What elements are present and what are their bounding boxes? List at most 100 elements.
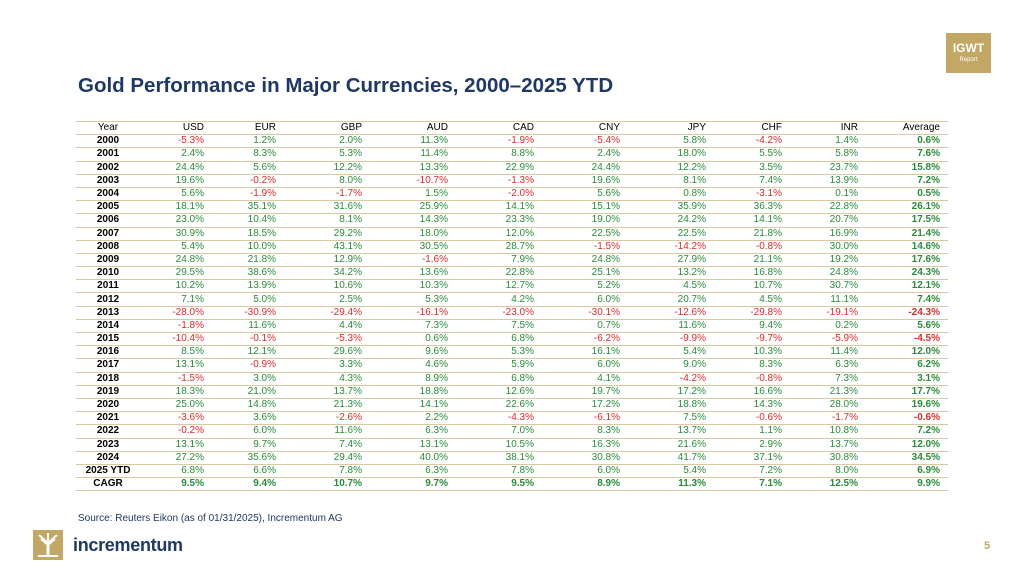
value-cell: 5.4% bbox=[140, 240, 212, 254]
value-cell: 5.6% bbox=[212, 161, 284, 175]
value-cell: 11.4% bbox=[790, 345, 866, 360]
value-cell: -1.9% bbox=[456, 134, 542, 149]
value-cell: -5.3% bbox=[284, 332, 370, 347]
average-cell: 15.8% bbox=[866, 161, 948, 175]
value-cell: -0.8% bbox=[714, 240, 790, 254]
cagr-value: 9.5% bbox=[456, 477, 542, 492]
value-cell: 9.6% bbox=[370, 345, 456, 360]
value-cell: 6.8% bbox=[456, 332, 542, 347]
value-cell: -12.6% bbox=[628, 306, 714, 320]
value-cell: 8.3% bbox=[542, 424, 628, 439]
value-cell: 30.5% bbox=[370, 240, 456, 254]
value-cell: 4.4% bbox=[284, 319, 370, 334]
year-cell: 2007 bbox=[76, 227, 140, 241]
value-cell: 13.3% bbox=[370, 161, 456, 175]
value-cell: -23.0% bbox=[456, 306, 542, 320]
value-cell: -3.6% bbox=[140, 411, 212, 426]
value-cell: 7.5% bbox=[628, 411, 714, 426]
badge-subtitle: Report bbox=[959, 57, 978, 63]
table-row: 2021 -3.6% 3.6% -2.6% 2.2% -4.3% -6.1% 7.5% -0.6… bbox=[76, 411, 948, 426]
value-cell: -1.8% bbox=[140, 319, 212, 334]
value-cell: 15.1% bbox=[542, 200, 628, 215]
average-cell: 6.2% bbox=[866, 358, 948, 373]
value-cell: 37.1% bbox=[714, 451, 790, 465]
value-cell: 4.1% bbox=[542, 372, 628, 386]
table-row: 2020 25.0% 14.8% 21.3% 14.1% 22.6% 17.2% 18.8% 1… bbox=[76, 398, 948, 413]
cagr-value: 9.5% bbox=[140, 477, 212, 492]
value-cell: 21.3% bbox=[284, 398, 370, 413]
value-cell: 19.2% bbox=[790, 253, 866, 268]
brand-wordmark: incrementum bbox=[73, 535, 183, 555]
value-cell: 1.5% bbox=[370, 187, 456, 202]
value-cell: 10.3% bbox=[714, 345, 790, 360]
value-cell: 43.1% bbox=[284, 240, 370, 254]
value-cell: 8.8% bbox=[456, 147, 542, 162]
value-cell: 8.3% bbox=[714, 358, 790, 373]
value-cell: 1.4% bbox=[790, 134, 866, 149]
value-cell: 6.0% bbox=[542, 292, 628, 307]
value-cell: 16.3% bbox=[542, 438, 628, 452]
value-cell: -0.6% bbox=[714, 411, 790, 426]
year-cell: 2000 bbox=[76, 134, 140, 149]
value-cell: 24.4% bbox=[542, 161, 628, 175]
average-cell: 12.1% bbox=[866, 279, 948, 294]
average-cell: 21.4% bbox=[866, 227, 948, 241]
year-cell: 2019 bbox=[76, 385, 140, 399]
value-cell: 14.3% bbox=[370, 213, 456, 228]
value-cell: 30.8% bbox=[790, 451, 866, 465]
value-cell: 22.8% bbox=[790, 200, 866, 215]
column-header: USD bbox=[140, 120, 212, 136]
table-row: 2016 8.5% 12.1% 29.6% 9.6% 5.3% 16.1% 5.4% 10.3%… bbox=[76, 345, 948, 360]
value-cell: 4.5% bbox=[714, 292, 790, 307]
year-cell: 2010 bbox=[76, 266, 140, 281]
page-number: 5 bbox=[984, 540, 991, 552]
value-cell: -6.2% bbox=[542, 332, 628, 347]
cagr-value: 12.5% bbox=[790, 477, 866, 492]
value-cell: 10.6% bbox=[284, 279, 370, 294]
value-cell: 34.2% bbox=[284, 266, 370, 281]
value-cell: 6.0% bbox=[542, 464, 628, 479]
value-cell: 6.0% bbox=[212, 424, 284, 439]
value-cell: 13.1% bbox=[140, 438, 212, 452]
value-cell: 10.5% bbox=[456, 438, 542, 452]
value-cell: 4.3% bbox=[284, 372, 370, 386]
cagr-value: 8.9% bbox=[542, 477, 628, 492]
cagr-value: 11.3% bbox=[628, 477, 714, 492]
table-row: 2004 5.6% -1.9% -1.7% 1.5% -2.0% 5.6% 0.8% -3.1%… bbox=[76, 187, 948, 202]
value-cell: 13.7% bbox=[628, 424, 714, 439]
value-cell: -6.1% bbox=[542, 411, 628, 426]
value-cell: 13.2% bbox=[628, 266, 714, 281]
value-cell: 0.1% bbox=[790, 187, 866, 202]
table-row: 2014 -1.8% 11.6% 4.4% 7.3% 7.5% 0.7% 11.6% 9.4% 0… bbox=[76, 319, 948, 334]
value-cell: 10.2% bbox=[140, 279, 212, 294]
table-row: 2013 -28.0% -30.9% -29.4% -16.1% -23.0% -30.1%… bbox=[76, 306, 948, 320]
value-cell: 6.3% bbox=[790, 358, 866, 373]
value-cell: 18.8% bbox=[628, 398, 714, 413]
column-header: CAD bbox=[456, 120, 542, 136]
cagr-value: 9.7% bbox=[370, 477, 456, 492]
value-cell: 38.6% bbox=[212, 266, 284, 281]
value-cell: 0.7% bbox=[542, 319, 628, 334]
performance-table: Year USD EUR GBP AUD CAD CNY JPY CHF INR Average 2… bbox=[76, 120, 948, 492]
value-cell: 14.1% bbox=[714, 213, 790, 228]
value-cell: -2.0% bbox=[456, 187, 542, 202]
value-cell: 12.7% bbox=[456, 279, 542, 294]
value-cell: 2.5% bbox=[284, 292, 370, 307]
value-cell: 29.5% bbox=[140, 266, 212, 281]
value-cell: 19.0% bbox=[542, 213, 628, 228]
cagr-row: CAGR 9.5% 9.4% 10.7% 9.7% 9.5% 8.9% 11.3% 7.1% 12… bbox=[76, 477, 948, 492]
value-cell: 5.9% bbox=[456, 358, 542, 373]
year-cell: 2015 bbox=[76, 332, 140, 347]
average-cell: 7.2% bbox=[866, 424, 948, 439]
value-cell: -4.3% bbox=[456, 411, 542, 426]
value-cell: 2.9% bbox=[714, 438, 790, 452]
value-cell: 23.3% bbox=[456, 213, 542, 228]
value-cell: -29.8% bbox=[714, 306, 790, 320]
table-row: 2005 18.1% 35.1% 31.6% 25.9% 14.1% 15.1% 35.9% 3… bbox=[76, 200, 948, 215]
average-cell: 7.2% bbox=[866, 174, 948, 188]
column-header: JPY bbox=[628, 120, 714, 136]
value-cell: 13.6% bbox=[370, 266, 456, 281]
value-cell: 2.2% bbox=[370, 411, 456, 426]
value-cell: 13.1% bbox=[370, 438, 456, 452]
value-cell: 9.0% bbox=[628, 358, 714, 373]
